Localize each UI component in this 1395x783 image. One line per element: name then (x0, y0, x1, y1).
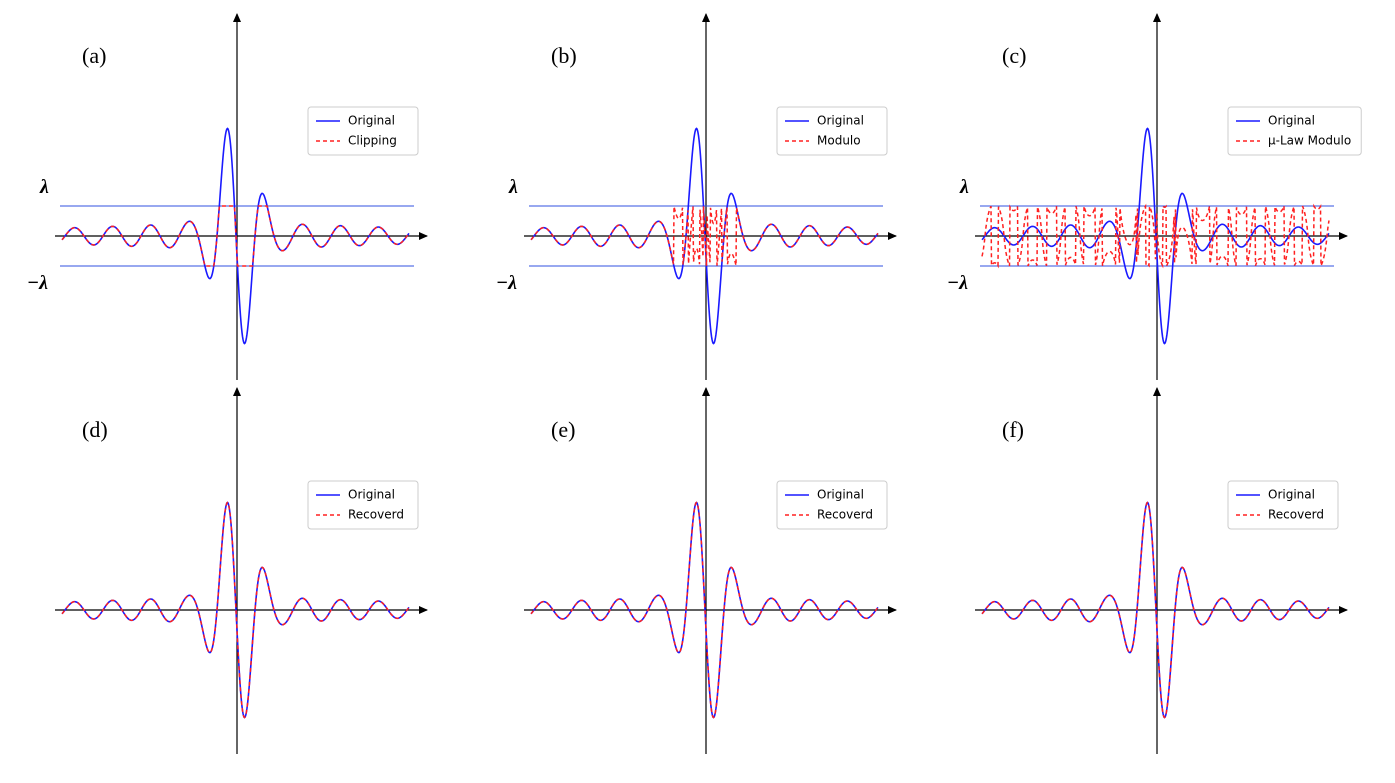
panel: (a) λ −λ Original Clipping (27, 13, 428, 380)
legend-box (776, 480, 888, 530)
legend-box (1227, 106, 1362, 156)
lambda-label: λ (39, 176, 49, 198)
legend-box (307, 480, 419, 530)
processed-curve (981, 501, 1330, 719)
neg-lambda-label: −λ (27, 272, 48, 294)
legend-entry: Recoverd (1268, 508, 1324, 522)
legend-entry: Original (817, 488, 864, 502)
processed-curve (530, 206, 879, 266)
panel-label: (b) (551, 43, 577, 68)
lambda-label: λ (508, 176, 518, 198)
legend-entry: Original (348, 114, 395, 128)
lambda-label: λ (959, 176, 969, 198)
legend-box (776, 106, 888, 156)
legend-entry: Recoverd (817, 508, 873, 522)
processed-curve (530, 501, 879, 719)
legend-entry: Recoverd (348, 508, 404, 522)
panel: (c) λ −λ Original μ-Law Modulo (947, 13, 1362, 380)
legend-entry: Modulo (817, 134, 861, 148)
legend-entry: μ-Law Modulo (1268, 134, 1351, 148)
panel: (b) λ −λ Original Modulo (496, 13, 897, 380)
panel: (d) Original Recoverd (55, 387, 428, 754)
neg-lambda-label: −λ (947, 272, 968, 294)
processed-curve (61, 501, 410, 719)
legend-entry: Original (348, 488, 395, 502)
panel-label: (f) (1002, 417, 1024, 442)
legend-box (1227, 480, 1339, 530)
legend-entry: Original (817, 114, 864, 128)
panel-label: (a) (82, 43, 106, 68)
panel-label: (d) (82, 417, 108, 442)
legend-entry: Original (1268, 114, 1315, 128)
processed-curve (981, 203, 1330, 269)
panel: (f) Original Recoverd (975, 387, 1348, 754)
panel-label: (c) (1002, 43, 1026, 68)
panel: (e) Original Recoverd (524, 387, 897, 754)
panel-label: (e) (551, 417, 575, 442)
legend-box (307, 106, 419, 156)
neg-lambda-label: −λ (496, 272, 517, 294)
legend-entry: Clipping (348, 134, 397, 148)
legend-entry: Original (1268, 488, 1315, 502)
processed-curve (61, 205, 410, 267)
